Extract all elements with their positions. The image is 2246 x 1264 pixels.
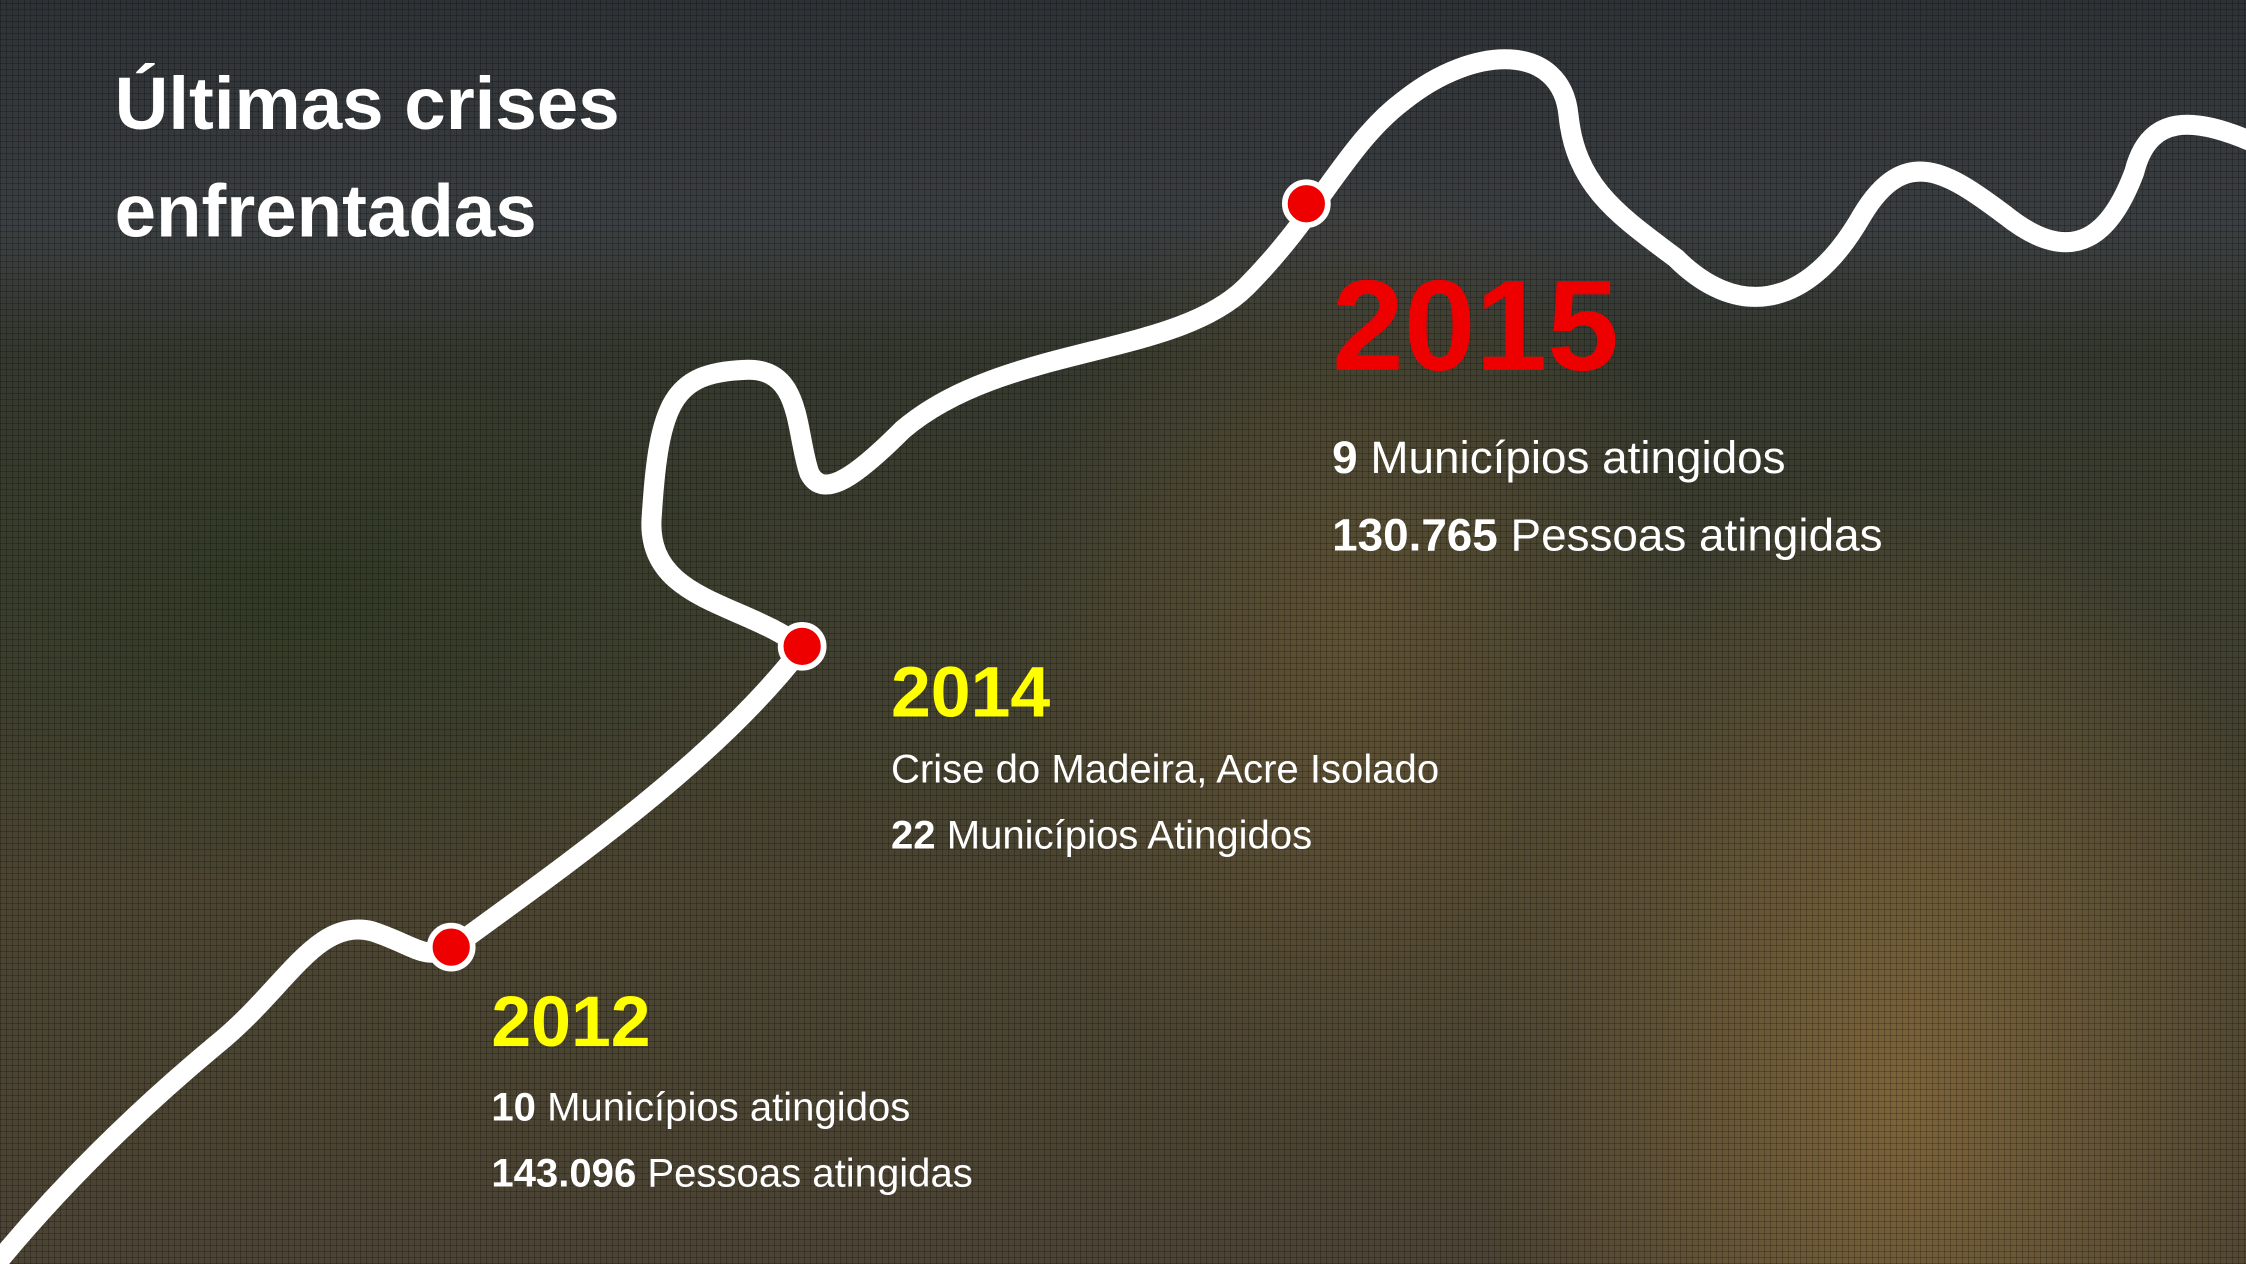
event-number: 9	[1332, 432, 1358, 483]
timeline: Últimas crises enfrentadas 2015 9 Municí…	[0, 0, 2246, 1264]
event-line: 9 Municípios atingidos	[1332, 432, 1785, 483]
event-text: Pessoas atingidas	[1511, 509, 1883, 560]
timeline-dot	[781, 625, 824, 668]
title: Últimas crises	[115, 62, 620, 145]
event-line: 10 Municípios atingidos	[491, 1085, 910, 1129]
event-year: 2012	[491, 982, 650, 1062]
event-line: 130.765 Pessoas atingidas	[1332, 509, 1882, 560]
event-text: Pessoas atingidas	[647, 1151, 972, 1195]
event-line: 143.096 Pessoas atingidas	[491, 1151, 973, 1195]
event-text: Municípios atingidos	[547, 1085, 910, 1129]
timeline-dot	[430, 926, 473, 969]
event-text: Municípios Atingidos	[947, 813, 1313, 857]
page: Últimas crises enfrentadas 2015 9 Municí…	[0, 0, 2246, 1264]
event-text: Municípios atingidos	[1370, 432, 1785, 483]
event-line: Crise do Madeira, Acre Isolado	[891, 747, 1439, 791]
event-number: 10	[491, 1085, 536, 1129]
title: enfrentadas	[115, 170, 537, 253]
timeline-dot	[1285, 182, 1328, 225]
event-number: 130.765	[1332, 509, 1498, 560]
event-line: 22 Municípios Atingidos	[891, 813, 1312, 857]
event-year: 2015	[1332, 254, 1619, 398]
event-number: 143.096	[491, 1151, 636, 1195]
event-year: 2014	[891, 653, 1050, 733]
event-number: 22	[891, 813, 936, 857]
slide: Últimas crises enfrentadas 2015 9 Municí…	[0, 0, 2246, 1264]
